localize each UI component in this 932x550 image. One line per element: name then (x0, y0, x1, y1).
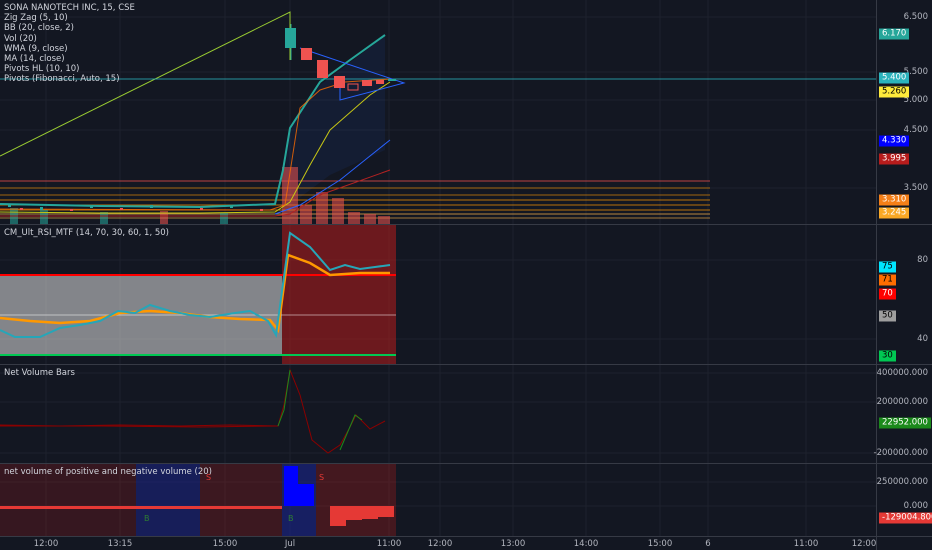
posneg-legend[interactable]: net volume of positive and negative volu… (4, 467, 212, 477)
price-tag-blue: 4.330 (879, 135, 910, 147)
rsi-tag-mid: 50 (879, 310, 896, 322)
time-axis[interactable]: 12:00 13:15 15:00 Jul 11:00 12:00 13:00 … (0, 536, 876, 550)
time-label: 12:00 (33, 539, 59, 549)
legend-bb[interactable]: BB (20, close, 2) (4, 23, 74, 34)
price-chart-canvas[interactable] (0, 0, 876, 224)
time-label: 15:00 (647, 539, 673, 549)
net-volume-pane[interactable]: Net Volume Bars (0, 365, 876, 463)
posneg-axis[interactable]: 250000.000 0.000 -129004.800 (876, 464, 932, 536)
time-label: 12:00 (427, 539, 453, 549)
time-label: 15:00 (212, 539, 238, 549)
pane-separator[interactable] (0, 364, 932, 365)
symbol-title: SONA NANOTECH INC, 15, CSE (4, 3, 135, 13)
netvol-tick: 400000.000 (876, 368, 928, 378)
sell-signal: S (319, 473, 325, 482)
price-tag-wma: 5.260 (879, 86, 910, 98)
price-tick: 5.500 (903, 67, 928, 77)
time-label: 11:00 (376, 539, 402, 549)
rsi-legend[interactable]: CM_Ult_RSI_MTF (14, 70, 30, 60, 1, 50) (4, 228, 169, 238)
sell-signal: S (206, 473, 212, 482)
price-tick: 3.500 (903, 183, 928, 193)
netvol-tick: 200000.000 (876, 397, 928, 407)
price-tag-orange: 3.310 (879, 194, 910, 206)
price-tag-last: 5.400 (879, 72, 910, 84)
price-legend: SONA NANOTECH INC, 15, CSE Zig Zag (5, 1… (4, 3, 135, 85)
price-tag-bb-upper: 6.170 (879, 28, 910, 40)
rsi-pane[interactable]: CM_Ult_RSI_MTF (14, 70, 30, 60, 1, 50) (0, 225, 876, 364)
time-label: 11:00 (793, 539, 819, 549)
netvol-tick: -200000.000 (873, 448, 928, 458)
legend-vol[interactable]: Vol (20) (4, 33, 37, 44)
net-volume-legend[interactable]: Net Volume Bars (4, 368, 75, 378)
posneg-volume-pane[interactable]: net volume of positive and negative volu… (0, 464, 876, 536)
posneg-volume-canvas[interactable] (0, 464, 876, 536)
price-tick: 5.000 (903, 95, 928, 105)
price-tag-red: 3.995 (879, 153, 910, 165)
time-label: 13:15 (107, 539, 133, 549)
time-label: 6 (705, 539, 711, 549)
net-volume-canvas[interactable] (0, 365, 876, 463)
time-label: 12:00 (851, 539, 877, 549)
legend-wma[interactable]: WMA (9, close) (4, 43, 68, 54)
buy-signal: B (144, 514, 150, 523)
pane-separator[interactable] (0, 463, 932, 464)
axis-corner[interactable] (876, 536, 932, 550)
price-pane[interactable]: SONA NANOTECH INC, 15, CSE Zig Zag (5, 1… (0, 0, 876, 224)
rsi-tick: 40 (917, 334, 928, 344)
time-label: 13:00 (500, 539, 526, 549)
posneg-tag: -129004.800 (879, 512, 932, 524)
rsi-tag-lower: 30 (879, 350, 896, 362)
rsi-tick: 80 (917, 255, 928, 265)
posneg-tick: 250000.000 (876, 477, 928, 487)
posneg-tick: 0.000 (903, 501, 928, 511)
time-label: 14:00 (573, 539, 599, 549)
legend-pivots-fib[interactable]: Pivots (Fibonacci, Auto, 15) (4, 74, 120, 85)
time-label: Jul (284, 539, 296, 549)
rsi-axis[interactable]: 80 40 75 71 70 50 30 (876, 225, 932, 364)
price-tag-gold: 3.245 (879, 207, 910, 219)
legend-ma[interactable]: MA (14, close) (4, 53, 65, 64)
price-tick: 6.500 (903, 12, 928, 22)
rsi-tag-ma: 71 (879, 274, 896, 286)
buy-signal: B (288, 514, 294, 523)
legend-pivots-hl[interactable]: Pivots HL (10, 10) (4, 64, 80, 75)
price-axis[interactable]: 6.500 5.500 5.000 4.500 3.500 6.170 5.40… (876, 0, 932, 224)
net-volume-axis[interactable]: 400000.000 200000.000 -200000.000 22952.… (873, 365, 932, 463)
rsi-tag-upper: 70 (879, 288, 896, 300)
rsi-tag-rsi: 75 (879, 261, 896, 273)
legend-zigzag[interactable]: Zig Zag (5, 10) (4, 13, 68, 24)
rsi-chart-canvas[interactable] (0, 225, 876, 364)
netvol-tag: 22952.000 (879, 417, 931, 429)
pane-separator[interactable] (0, 224, 932, 225)
price-tick: 4.500 (903, 125, 928, 135)
